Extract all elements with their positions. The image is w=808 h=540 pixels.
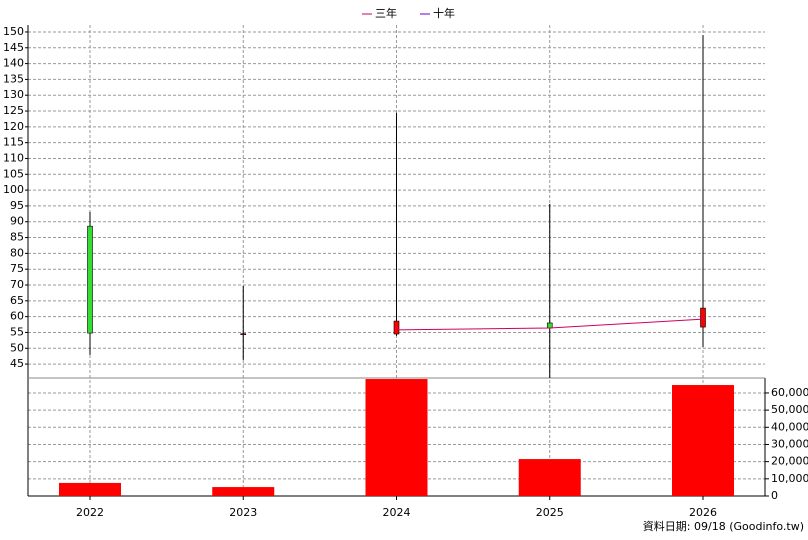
y-tick-label: 75 [10,262,24,275]
y-tick-label: 45 [10,357,24,370]
y-tick-label: 135 [3,72,24,85]
y-tick-label: 100 [3,183,24,196]
y-tick-label: 80 [10,246,24,259]
y2-tick-label: 40,000 [771,420,808,433]
y2-tick-label: 0 [771,489,778,502]
volume-bar [672,385,734,496]
y-tick-label: 55 [10,325,24,338]
y-tick-label: 130 [3,88,24,101]
y-tick-label: 150 [3,25,24,38]
y-tick-label: 85 [10,231,24,244]
volume-bar [212,487,275,496]
legend-label: 十年 [433,6,455,20]
y2-tick-label: 50,000 [771,403,808,416]
volume-bar [518,459,581,496]
source-note: 資料日期: 09/18 (Goodinfo.tw) [643,519,804,533]
x-tick-label: 2022 [76,506,104,519]
y-tick-label: 50 [10,341,24,354]
y2-tick-label: 60,000 [771,386,808,399]
y-tick-label: 70 [10,278,24,291]
y-tick-label: 140 [3,57,24,70]
volume-bar [365,379,428,496]
candle-body [393,320,400,335]
x-tick-label: 2026 [689,506,717,519]
y-tick-label: 120 [3,120,24,133]
candle-body [700,307,706,328]
y2-tick-label: 30,000 [771,437,808,450]
y-tick-label: 65 [10,294,24,307]
y2-tick-label: 10,000 [771,472,808,485]
y-tick-label: 90 [10,215,24,228]
candle-body [240,333,247,336]
legend-label: 三年 [375,6,397,20]
y2-tick-label: 20,000 [771,455,808,468]
x-tick-label: 2024 [383,506,411,519]
volume-bar [59,482,121,496]
y-tick-label: 145 [3,41,24,54]
y-tick-label: 95 [10,199,24,212]
y-tick-label: 125 [3,104,24,117]
x-tick-label: 2023 [229,506,257,519]
candle-body [546,322,553,329]
ma-line [396,318,704,331]
y-tick-label: 110 [3,151,24,164]
candle-body [87,225,93,334]
y-tick-label: 115 [3,136,24,149]
y-tick-label: 105 [3,167,24,180]
x-tick-label: 2025 [536,506,564,519]
y-tick-label: 60 [10,310,24,323]
